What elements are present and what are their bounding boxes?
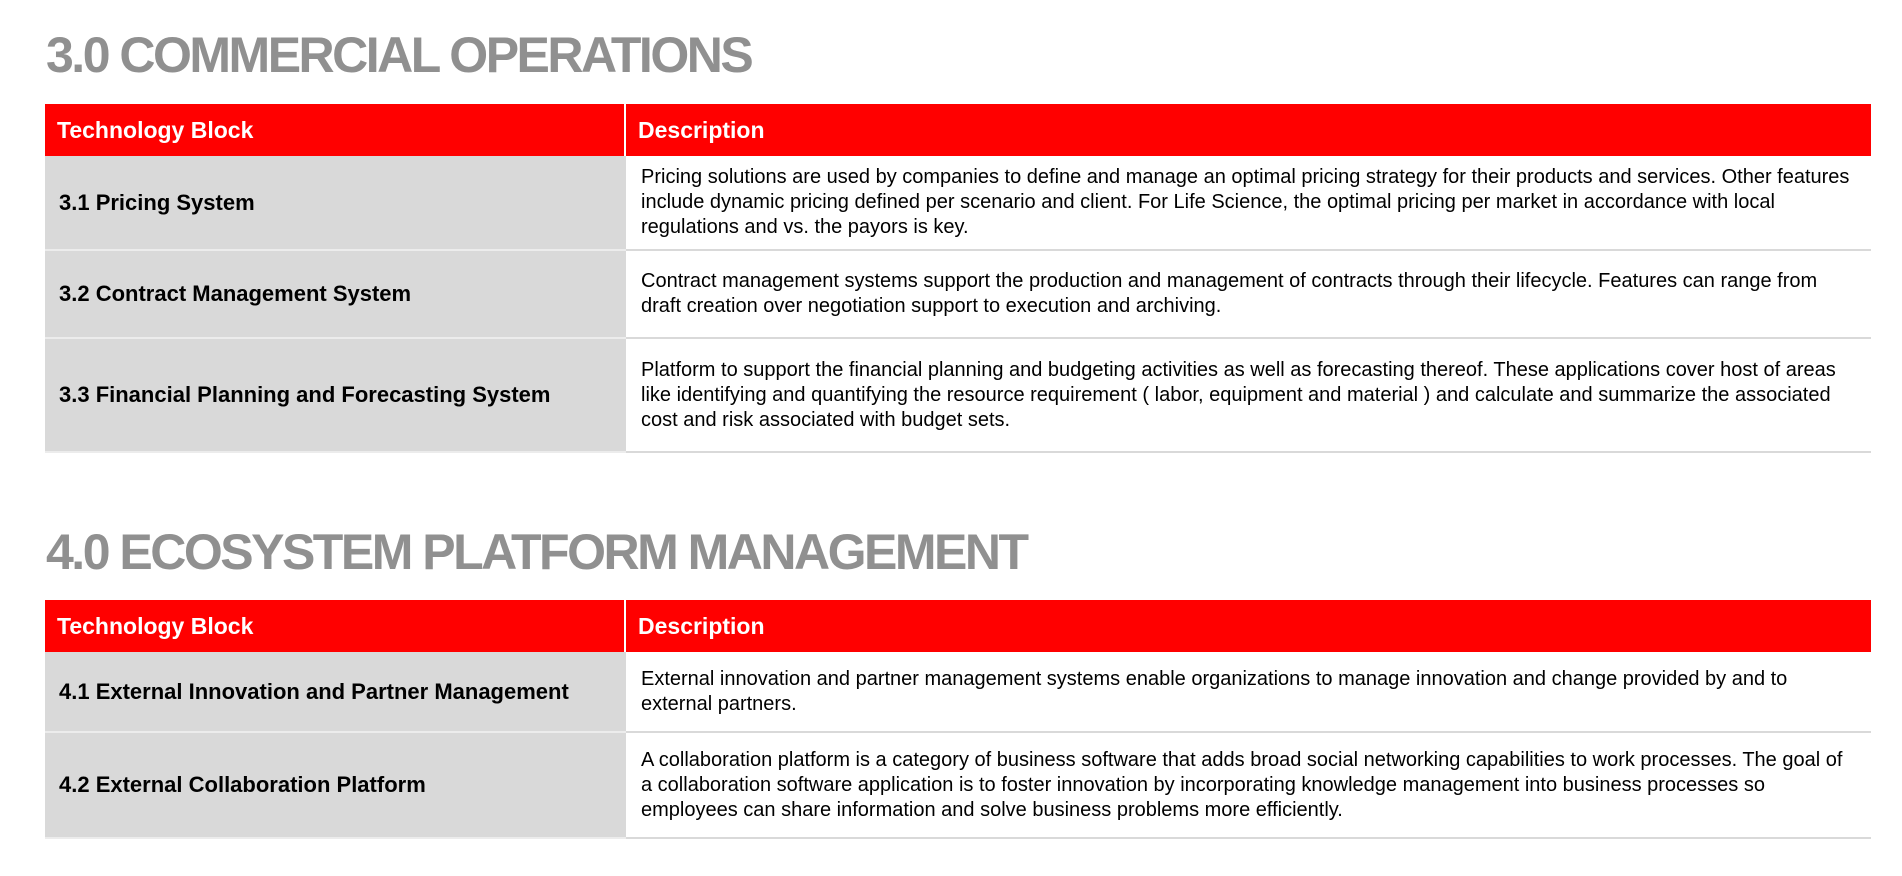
table-header-row: Technology Block Description [45, 600, 1871, 652]
table-row: 4.2 External Collaboration Platform A co… [45, 732, 1871, 839]
table-row: 3.3 Financial Planning and Forecasting S… [45, 338, 1871, 453]
commercial-operations-table: Technology Block Description 3.1 Pricing… [45, 104, 1871, 453]
section-title-ecosystem-platform-management: 4.0 ECOSYSTEM PLATFORM MANAGEMENT [46, 524, 1029, 580]
table-header-row: Technology Block Description [45, 104, 1871, 156]
table-row: 4.1 External Innovation and Partner Mana… [45, 652, 1871, 733]
technology-block-cell: 4.2 External Collaboration Platform [45, 732, 626, 839]
table-row: 3.2 Contract Management System Contract … [45, 250, 1871, 339]
column-header-technology-block: Technology Block [45, 104, 626, 156]
ecosystem-platform-table: Technology Block Description 4.1 Externa… [45, 600, 1871, 839]
technology-block-cell: 3.1 Pricing System [45, 156, 626, 251]
description-cell: External innovation and partner manageme… [625, 652, 1871, 733]
technology-block-cell: 4.1 External Innovation and Partner Mana… [45, 652, 626, 733]
technology-block-cell: 3.3 Financial Planning and Forecasting S… [45, 338, 626, 453]
technology-block-cell: 3.2 Contract Management System [45, 250, 626, 339]
column-header-technology-block: Technology Block [45, 600, 626, 652]
column-header-description: Description [625, 104, 1871, 156]
description-cell: A collaboration platform is a category o… [625, 732, 1871, 839]
column-header-description: Description [625, 600, 1871, 652]
description-cell: Pricing solutions are used by companies … [625, 156, 1871, 251]
section-title-commercial-operations: 3.0 COMMERCIAL OPERATIONS [46, 27, 754, 83]
description-cell: Contract management systems support the … [625, 250, 1871, 339]
description-cell: Platform to support the financial planni… [625, 338, 1871, 453]
table-row: 3.1 Pricing System Pricing solutions are… [45, 156, 1871, 251]
